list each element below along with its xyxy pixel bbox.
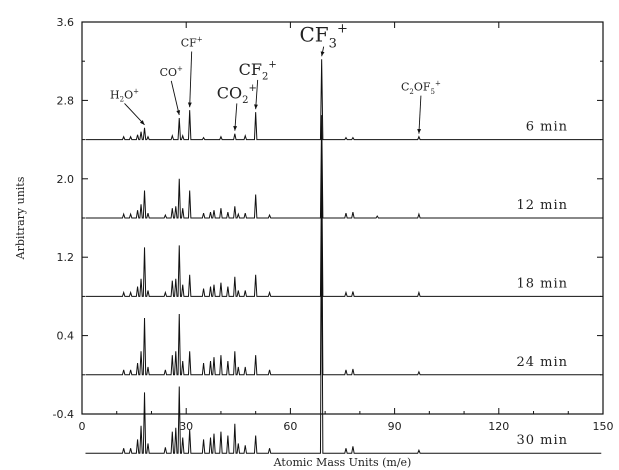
x-tick-label: 0 [79, 420, 86, 433]
peak-arrow [170, 80, 180, 116]
peak-label: CO+ [160, 65, 183, 79]
peak-label: C2OF5+ [401, 80, 441, 96]
peak-label: CF3+ [299, 22, 347, 52]
spectrum-trace [85, 217, 602, 454]
y-tick-label: 2.0 [57, 173, 75, 186]
x-tick-label: 60 [283, 420, 297, 433]
trace-layer: 6 min 12 min 18 min 24 min 30 min [85, 59, 602, 454]
spectrum-trace [85, 59, 602, 141]
peak-arrow-head [176, 110, 181, 116]
trace-label: 12 min [516, 198, 568, 213]
annotation-layer: H2O+ CO+ CF+ CO2+CF2+ CF3+ C2OF5+ [110, 22, 441, 134]
x-axis-title: Atomic Mass Units (m/e) [273, 456, 412, 469]
spectrum-trace [85, 193, 602, 376]
peak-arrow [418, 95, 422, 134]
peak-arrow-head [187, 102, 192, 108]
x-tick-label: 150 [593, 420, 614, 433]
peak-arrow-head [233, 125, 238, 131]
peak-arrow-head [417, 128, 422, 134]
trace-label: 18 min [516, 276, 568, 291]
spectrum-trace [85, 159, 602, 297]
spectrum-trace [85, 115, 602, 219]
y-tick-label: 3.6 [57, 16, 75, 29]
y-tick-label: 1.2 [57, 251, 75, 264]
peak-label: CF+ [181, 36, 203, 50]
x-tick-label: 120 [488, 420, 509, 433]
x-axis: 0 30 60 90 120 150 [79, 22, 614, 433]
trace-label: 6 min [526, 120, 568, 135]
peak-arrow [189, 51, 193, 108]
y-axis-title: Arbitrary units [14, 176, 27, 260]
peak-arrow-head [320, 51, 325, 57]
y-tick-label: 0.4 [57, 330, 75, 343]
peak-arrow [255, 79, 259, 110]
peak-arrow [124, 103, 145, 126]
peak-arrow-head [139, 120, 145, 125]
y-tick-label: 2.8 [57, 94, 75, 107]
peak-arrow-head [254, 104, 258, 110]
peak-label: CO2+ [217, 83, 257, 106]
peak-label: CF2+ [239, 60, 277, 83]
trace-label: 30 min [516, 433, 568, 448]
y-tick-label: -0.4 [53, 408, 74, 421]
x-tick-label: 30 [179, 420, 193, 433]
trace-label: 24 min [516, 355, 568, 370]
x-tick-label: 90 [388, 420, 402, 433]
peak-label: H2O+ [110, 87, 139, 103]
y-axis: -0.4 0.4 1.2 2.0 2.8 3.6 [53, 16, 603, 421]
